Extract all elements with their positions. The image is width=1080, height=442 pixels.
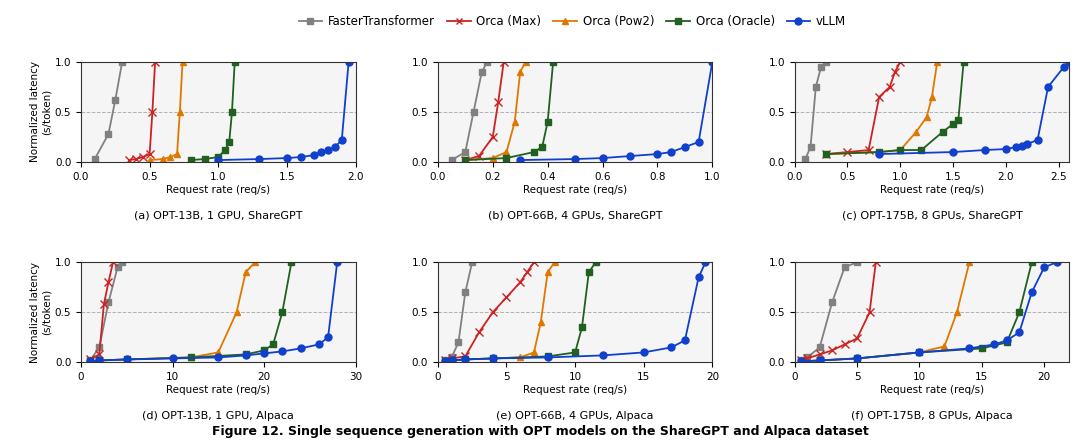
- Y-axis label: Normalized latency
(s/token): Normalized latency (s/token): [30, 61, 52, 163]
- Text: (e) OPT-66B, 4 GPUs, Alpaca: (e) OPT-66B, 4 GPUs, Alpaca: [497, 411, 653, 420]
- X-axis label: Request rate (req/s): Request rate (req/s): [880, 185, 984, 194]
- X-axis label: Request rate (req/s): Request rate (req/s): [880, 385, 984, 395]
- Text: (b) OPT-66B, 4 GPUs, ShareGPT: (b) OPT-66B, 4 GPUs, ShareGPT: [488, 210, 662, 220]
- X-axis label: Request rate (req/s): Request rate (req/s): [523, 385, 627, 395]
- Text: (f) OPT-175B, 8 GPUs, Alpaca: (f) OPT-175B, 8 GPUs, Alpaca: [851, 411, 1013, 420]
- Y-axis label: Normalized latency
(s/token): Normalized latency (s/token): [30, 262, 52, 363]
- Text: (c) OPT-175B, 8 GPUs, ShareGPT: (c) OPT-175B, 8 GPUs, ShareGPT: [841, 210, 1023, 220]
- Legend: FasterTransformer, Orca (Max), Orca (Pow2), Orca (Oracle), vLLM: FasterTransformer, Orca (Max), Orca (Pow…: [294, 10, 851, 33]
- Text: (d) OPT-13B, 1 GPU, Alpaca: (d) OPT-13B, 1 GPU, Alpaca: [143, 411, 294, 420]
- Text: Figure 12. Single sequence generation with OPT models on the ShareGPT and Alpaca: Figure 12. Single sequence generation wi…: [212, 425, 868, 438]
- X-axis label: Request rate (req/s): Request rate (req/s): [166, 185, 270, 194]
- X-axis label: Request rate (req/s): Request rate (req/s): [523, 185, 627, 194]
- X-axis label: Request rate (req/s): Request rate (req/s): [166, 385, 270, 395]
- Text: (a) OPT-13B, 1 GPU, ShareGPT: (a) OPT-13B, 1 GPU, ShareGPT: [134, 210, 302, 220]
